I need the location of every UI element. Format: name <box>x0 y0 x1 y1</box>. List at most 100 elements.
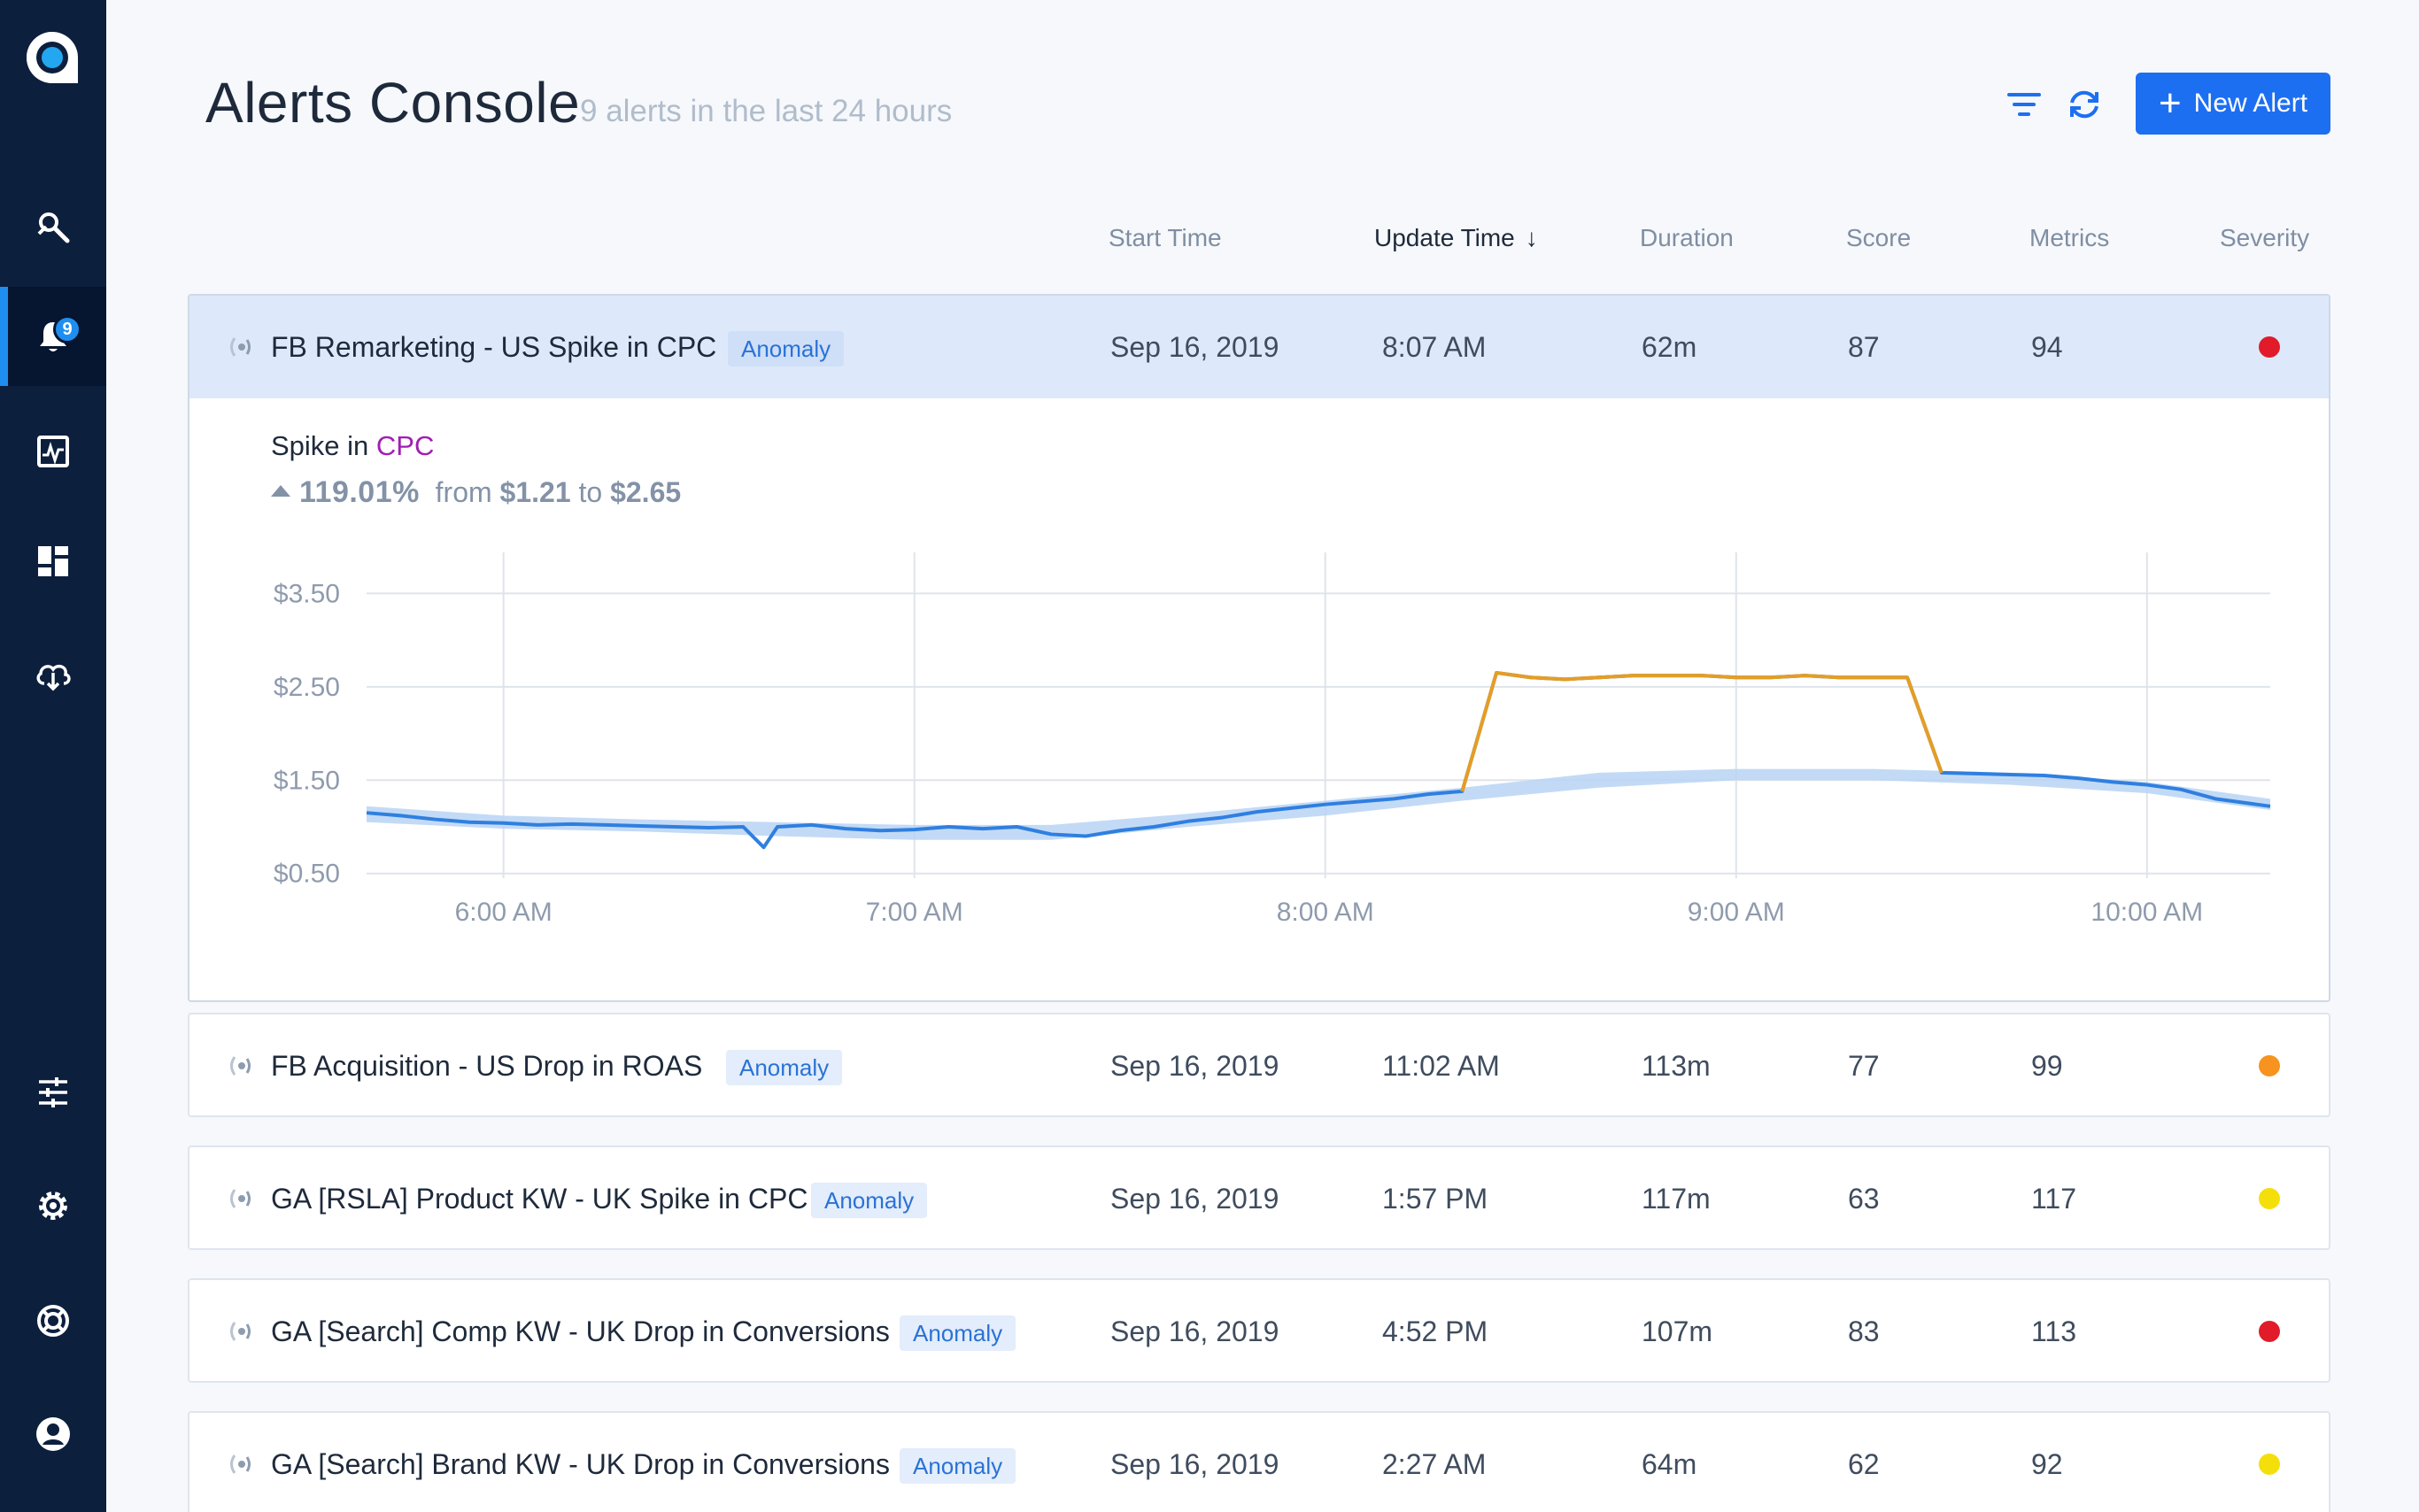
y-tick-label: $1.50 <box>274 766 340 795</box>
alert-start-time: Sep 16, 2019 <box>1110 1183 1279 1215</box>
detail-metric-name[interactable]: CPC <box>375 430 435 461</box>
column-start-time[interactable]: Start Time <box>1109 224 1222 251</box>
alert-start-time: Sep 16, 2019 <box>1110 1315 1279 1347</box>
alert-update-time: 4:52 PM <box>1382 1315 1488 1347</box>
page-title: Alerts Console <box>205 71 581 135</box>
signal-icon <box>230 1322 251 1341</box>
x-tick-label: 8:00 AM <box>1277 898 1374 927</box>
sidebar: 9 <box>0 0 106 1512</box>
cpc-line-chart: $0.50 $1.50 $2.50 $3.50 6:00 AM 7:00 AM 8:00 A… <box>274 552 2271 927</box>
alert-name[interactable]: FB Acquisition - US Drop in ROAS <box>271 1050 703 1082</box>
sidebar-item-help[interactable] <box>0 1271 106 1370</box>
logo-icon[interactable] <box>23 28 81 87</box>
alert-row[interactable]: FB Acquisition - US Drop in ROAS Anomaly… <box>188 1013 2330 1117</box>
lifebuoy-icon <box>37 1305 69 1337</box>
column-score[interactable]: Score <box>1846 224 1912 251</box>
new-alert-label: New Alert <box>2193 89 2308 118</box>
alert-row-header[interactable]: FB Remarketing - US Spike in CPC Anomaly… <box>189 296 2329 398</box>
alert-duration: 62m <box>1642 331 1697 363</box>
alert-type-badge: Anomaly <box>728 331 845 366</box>
alert-score: 77 <box>1848 1050 1880 1082</box>
alert-score: 62 <box>1848 1448 1880 1480</box>
severity-dot <box>2259 1055 2280 1076</box>
column-duration[interactable]: Duration <box>1640 224 1734 251</box>
sidebar-item-monitors[interactable] <box>0 402 106 501</box>
alert-start-time: Sep 16, 2019 <box>1110 331 1279 363</box>
to-value: $2.65 <box>610 476 682 508</box>
new-alert-button[interactable]: + New Alert <box>2136 73 2330 135</box>
alert-name[interactable]: GA [RSLA] Product KW - UK Spike in CPC <box>271 1183 808 1215</box>
page-subtitle: 9 alerts in the last 24 hours <box>580 94 953 128</box>
plus-icon: + <box>2158 81 2182 125</box>
sidebar-item-alerts[interactable]: 9 <box>0 287 106 386</box>
alert-duration: 64m <box>1642 1448 1697 1480</box>
sliders-icon <box>39 1077 67 1107</box>
detail-prefix: Spike in <box>271 430 369 461</box>
from-word: from <box>435 476 492 508</box>
alert-metrics: 113 <box>2031 1315 2077 1347</box>
alert-update-time: 1:57 PM <box>1382 1183 1488 1215</box>
alert-metrics: 117 <box>2031 1183 2077 1215</box>
alert-metrics: 94 <box>2031 331 2063 363</box>
alert-type-badge: Anomaly <box>900 1448 1016 1484</box>
alerts-count-badge: 9 <box>53 315 81 343</box>
change-percent: 119.01% <box>299 475 420 509</box>
actual-cpc-line <box>366 671 2271 850</box>
alert-row[interactable]: GA [RSLA] Product KW - UK Spike in CPC A… <box>188 1146 2330 1250</box>
from-value: $1.21 <box>499 476 571 508</box>
signal-icon <box>230 1189 251 1208</box>
alert-start-time: Sep 16, 2019 <box>1110 1050 1279 1082</box>
x-tick-label: 7:00 AM <box>866 898 963 927</box>
x-tick-label: 10:00 AM <box>2091 898 2203 927</box>
y-tick-label: $0.50 <box>274 860 340 889</box>
alert-score: 87 <box>1848 331 1880 363</box>
alert-metrics: 92 <box>2031 1448 2063 1480</box>
alert-type-badge: Anomaly <box>900 1315 1016 1351</box>
alert-update-time: 2:27 AM <box>1382 1448 1487 1480</box>
alert-row[interactable]: GA [Search] Comp KW - UK Drop in Convers… <box>188 1278 2330 1383</box>
alert-row[interactable]: GA [Search] Brand KW - UK Drop in Conver… <box>188 1411 2330 1512</box>
anomaly-segment-line <box>1460 671 1944 792</box>
alert-metrics: 99 <box>2031 1050 2063 1082</box>
column-update-time[interactable]: Update Time ↓ <box>1374 223 1538 253</box>
activity-chart-icon <box>37 436 69 467</box>
severity-dot <box>2259 336 2280 358</box>
alert-name[interactable]: GA [Search] Comp KW - UK Drop in Convers… <box>271 1315 890 1347</box>
signal-icon <box>230 1454 251 1474</box>
alert-duration: 107m <box>1642 1315 1713 1347</box>
gear-icon <box>39 1192 67 1220</box>
alert-update-time: 8:07 AM <box>1382 331 1487 363</box>
severity-dot <box>2259 1188 2280 1209</box>
triangle-up-icon <box>271 485 290 497</box>
y-tick-label: $2.50 <box>274 673 340 702</box>
severity-dot <box>2259 1454 2280 1475</box>
sidebar-item-dashboards[interactable] <box>0 512 106 611</box>
dashboard-icon <box>38 546 68 576</box>
signal-icon <box>230 1056 251 1076</box>
x-tick-label: 6:00 AM <box>455 898 553 927</box>
sidebar-item-data-sources[interactable] <box>0 625 106 724</box>
arrow-down-icon: ↓ <box>1525 224 1538 251</box>
detail-change: 119.01% from $1.21 to $2.65 <box>271 474 681 510</box>
column-metrics[interactable]: Metrics <box>2029 224 2110 251</box>
search-rocket-icon <box>37 212 70 243</box>
severity-dot <box>2259 1321 2280 1342</box>
sidebar-item-adjustments[interactable] <box>0 1043 106 1142</box>
filter-icon[interactable] <box>2005 85 2044 124</box>
cloud-download-icon <box>36 664 71 691</box>
alert-name[interactable]: FB Remarketing - US Spike in CPC <box>271 331 717 363</box>
sidebar-item-settings[interactable] <box>0 1156 106 1255</box>
sidebar-item-profile[interactable] <box>0 1385 106 1484</box>
sidebar-item-explore[interactable] <box>0 177 106 276</box>
alert-start-time: Sep 16, 2019 <box>1110 1448 1279 1480</box>
alert-duration: 117m <box>1642 1183 1711 1215</box>
y-tick-label: $3.50 <box>274 579 340 608</box>
alert-row[interactable]: FB Remarketing - US Spike in CPC Anomaly… <box>188 294 2330 1002</box>
alert-name[interactable]: GA [Search] Brand KW - UK Drop in Conver… <box>271 1448 890 1480</box>
refresh-icon[interactable] <box>2065 85 2104 124</box>
signal-icon <box>230 337 251 357</box>
column-severity[interactable]: Severity <box>2220 224 2310 251</box>
alert-type-badge: Anomaly <box>726 1050 843 1085</box>
alert-score: 63 <box>1848 1183 1880 1215</box>
to-word: to <box>578 476 603 508</box>
